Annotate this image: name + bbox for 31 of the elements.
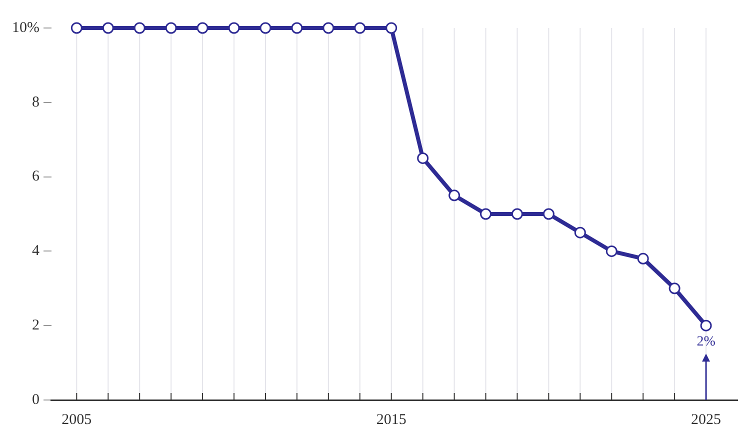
point (322, 22, 334, 34)
point (511, 208, 523, 220)
y-tick-label: 10% (12, 20, 40, 36)
point (134, 22, 146, 34)
point (448, 190, 460, 202)
point (668, 282, 680, 294)
y-tick-label: 2 (32, 318, 40, 334)
point (228, 22, 240, 34)
x-tick-label: 2015 (376, 412, 406, 428)
point (196, 22, 208, 34)
point (574, 226, 586, 238)
point (606, 245, 618, 257)
annotation: 2% (696, 334, 716, 350)
point (417, 152, 429, 164)
point (386, 22, 398, 34)
y-tick-label: 0 (32, 392, 40, 408)
point (260, 22, 272, 34)
point (700, 320, 712, 332)
y-tick-label: 8 (32, 94, 40, 110)
point (70, 22, 82, 34)
point (354, 22, 366, 34)
x-tick-label: 2005 (62, 412, 92, 428)
y-tick-label: 4 (32, 243, 40, 260)
point (102, 22, 114, 34)
point (291, 22, 303, 34)
y-tick-label: 6 (32, 168, 40, 185)
point (480, 208, 492, 220)
point (542, 208, 554, 220)
point (637, 252, 649, 264)
x-tick-label: 2025 (691, 412, 722, 428)
point (165, 22, 177, 34)
